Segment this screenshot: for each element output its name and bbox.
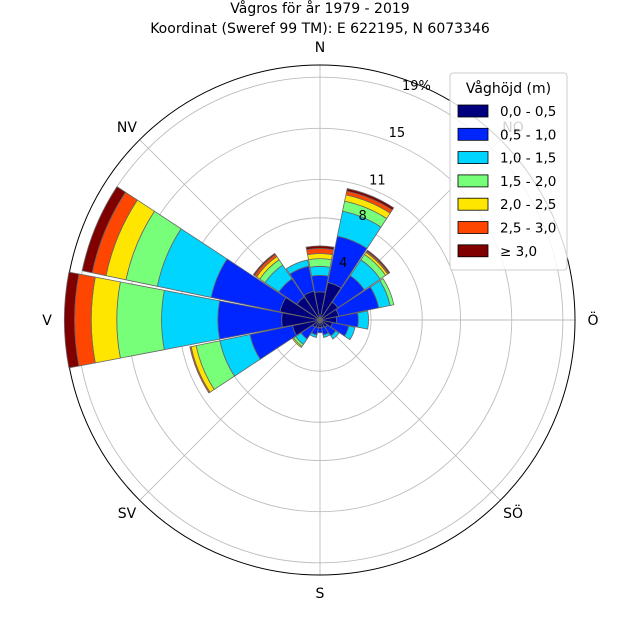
legend-title: Våghöjd (m)	[466, 80, 551, 97]
rose-bar-segment	[305, 245, 335, 251]
legend-entry-label: ≥ 3,0	[500, 244, 537, 260]
radial-tick-labels: 4 8 11 15 19%	[339, 79, 431, 271]
rose-bar-segment	[309, 265, 331, 277]
rose-bar-segment	[330, 330, 340, 340]
legend-entry-label: 1,5 - 2,0	[500, 174, 556, 190]
legend-entry-label: 0,5 - 1,0	[500, 127, 556, 143]
grid-spoke	[319, 319, 501, 501]
legend-frame	[449, 72, 568, 271]
direction-label: Ö	[587, 311, 598, 329]
rose-bar-segment	[81, 186, 127, 274]
rose-bar-segment	[308, 258, 332, 268]
legend: Våghöjd (m) 0,0 - 0,5 0,5 - 1,0 1,0 - 1,5 1,…	[449, 72, 568, 271]
radial-tick-label: 15	[389, 126, 406, 141]
rose-bar-segment	[366, 249, 391, 274]
legend-entry-label: 0,0 - 0,5	[500, 104, 556, 120]
legend-swatch	[457, 151, 489, 165]
direction-label: NV	[117, 120, 137, 136]
rose-bar-segment	[252, 252, 277, 277]
rose-bar-segment	[63, 271, 80, 369]
rose-bar-segment	[189, 346, 211, 394]
direction-label: SV	[118, 506, 137, 522]
grid-spoke	[139, 319, 321, 501]
radial-tick-label: 4	[339, 256, 347, 271]
rose-bar-segment	[285, 259, 310, 275]
legend-entry-label: 2,0 - 2,5	[500, 197, 556, 213]
rose-bars	[63, 186, 395, 394]
direction-label: SÖ	[503, 504, 523, 522]
legend-swatch	[457, 197, 489, 211]
rose-bar-segment	[116, 281, 165, 359]
rose-bar-segment	[344, 325, 356, 341]
rose-bar-segment	[161, 289, 221, 351]
legend-swatch	[457, 127, 489, 141]
legend-entry-label: 2,5 - 3,0	[500, 221, 556, 237]
direction-label: V	[42, 313, 52, 329]
radial-tick-label: 8	[359, 209, 367, 224]
radial-tick-label: 11	[369, 173, 386, 188]
legend-swatch	[457, 104, 489, 118]
radial-tick-label: 19%	[402, 79, 431, 94]
legend-swatch	[457, 244, 489, 258]
rose-bar-segment	[322, 332, 331, 338]
direction-label: S	[316, 586, 325, 602]
rose-bar-segment	[90, 276, 121, 364]
rose-bar-segment	[291, 337, 303, 349]
chart-title: Vågros för år 1979 - 2019	[230, 0, 409, 17]
legend-swatch	[457, 174, 489, 188]
legend-entry-label: 1,0 - 1,5	[500, 151, 556, 167]
chart-subtitle: Koordinat (Sweref 99 TM): E 622195, N 60…	[150, 21, 490, 37]
legend-swatch	[457, 221, 489, 234]
direction-label: N	[315, 40, 325, 56]
rose-bar-segment	[357, 310, 369, 330]
rose-bar-segment	[346, 188, 395, 211]
rose-bar-segment	[379, 278, 395, 306]
